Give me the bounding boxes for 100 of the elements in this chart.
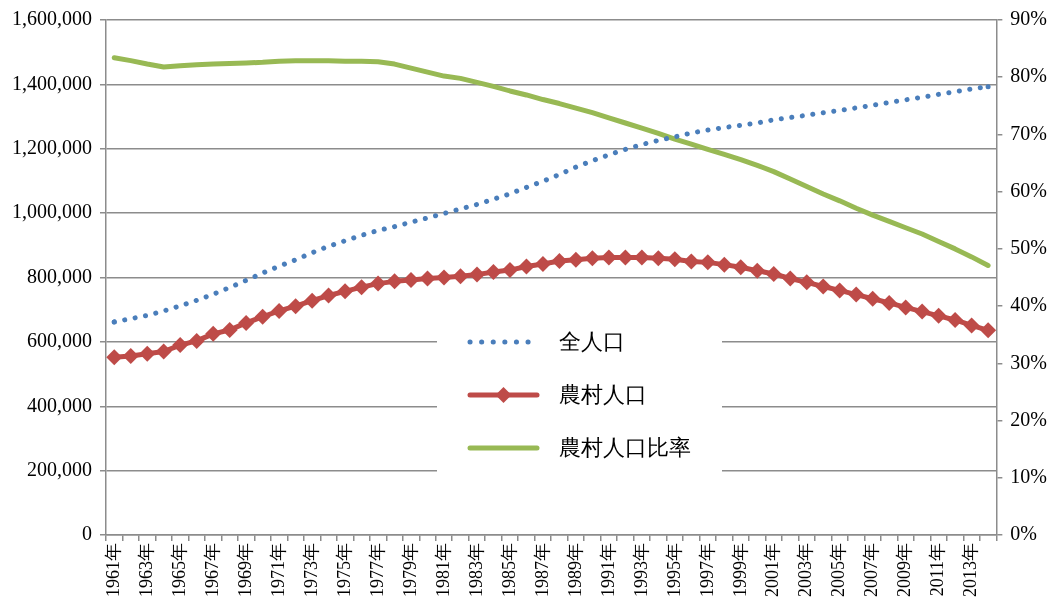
point: [551, 253, 568, 270]
y2-tick-label: 30%: [1010, 350, 1048, 373]
point: [155, 343, 172, 360]
x-tick-label: 1993年: [630, 543, 651, 597]
y2-tick-label: 20%: [1010, 407, 1048, 430]
point: [980, 322, 997, 339]
point: [386, 273, 403, 290]
point: [749, 262, 766, 279]
point: [238, 314, 255, 331]
x-tick-label: 1975年: [333, 543, 354, 597]
x-tick-label: 1961年: [102, 543, 123, 597]
point: [732, 259, 749, 276]
point: [122, 348, 139, 365]
x-tick-label: 1987年: [531, 543, 552, 597]
point: [716, 256, 733, 273]
point: [831, 282, 848, 299]
point: [287, 298, 304, 315]
x-tick-label: 1989年: [564, 543, 585, 597]
y2-tick-label: 70%: [1010, 121, 1048, 144]
point: [370, 275, 387, 292]
point: [798, 274, 815, 291]
x-tick-label: 2001年: [762, 543, 783, 597]
x-tick-label: 2007年: [861, 543, 882, 597]
x-tick-label: 1965年: [168, 543, 189, 597]
y2-tick-label: 60%: [1010, 178, 1048, 201]
point: [963, 317, 980, 334]
point: [452, 268, 469, 285]
point: [320, 287, 337, 304]
point: [584, 250, 601, 267]
point: [666, 251, 683, 268]
y-tick-label: 1,600,000: [12, 7, 92, 30]
point: [205, 325, 222, 342]
y-tick-label: 200,000: [27, 457, 92, 480]
x-tick-label: 1997年: [696, 543, 717, 597]
point: [106, 349, 123, 366]
x-tick-label: 1977年: [366, 543, 387, 597]
x-tick-label: 1999年: [729, 543, 750, 597]
point: [534, 255, 551, 272]
point: [337, 283, 354, 300]
x-tick-label: 1973年: [300, 543, 321, 597]
point: [881, 294, 898, 311]
y-tick-label: 400,000: [27, 393, 92, 416]
point: [188, 332, 205, 349]
x-tick-label: 2005年: [828, 543, 849, 597]
legend-label: 全人口: [559, 327, 625, 356]
point: [699, 254, 716, 271]
y2-tick-label: 40%: [1010, 293, 1048, 316]
y-tick-label: 1,400,000: [12, 71, 92, 94]
x-tick-label: 2003年: [795, 543, 816, 597]
x-tick-label: 1979年: [399, 543, 420, 597]
point: [765, 265, 782, 282]
y2-tick-label: 90%: [1010, 7, 1048, 30]
point: [864, 290, 881, 307]
point: [468, 266, 485, 283]
point: [403, 272, 420, 289]
point: [254, 308, 271, 325]
y2-tick-label: 0%: [1010, 522, 1038, 545]
point: [501, 262, 518, 279]
point: [172, 337, 189, 354]
x-tick-label: 1991年: [597, 543, 618, 597]
point: [848, 286, 865, 303]
point: [436, 269, 452, 286]
point: [947, 311, 964, 328]
point: [518, 258, 535, 275]
x-tick-label: 1969年: [234, 543, 255, 597]
x-tick-label: 1963年: [135, 543, 156, 597]
point: [567, 251, 584, 268]
x-tick-label: 1981年: [432, 543, 453, 597]
point: [815, 278, 832, 295]
x-tick-label: 1983年: [465, 543, 486, 597]
point: [353, 279, 370, 296]
legend-label: 農村人口比率: [559, 433, 691, 462]
x-tick-label: 1967年: [201, 543, 222, 597]
point: [600, 249, 617, 266]
y2-tick-label: 10%: [1010, 465, 1048, 488]
x-tick-label: 2011年: [927, 543, 948, 597]
x-tick-label: 2013年: [960, 543, 981, 597]
point: [271, 302, 288, 319]
x-tick-label: 2009年: [894, 543, 915, 597]
point: [897, 299, 914, 316]
x-tick-label: 1971年: [267, 543, 288, 597]
point: [650, 250, 667, 267]
y-tick-label: 1,200,000: [12, 136, 92, 158]
x-tick-label: 1995年: [663, 543, 684, 597]
y-tick-label: 1,000,000: [12, 200, 92, 223]
y2-tick-label: 50%: [1010, 236, 1048, 259]
y2-tick-label: 80%: [1010, 64, 1048, 87]
point: [485, 264, 502, 281]
point: [782, 270, 799, 287]
y-tick-label: 0: [82, 522, 92, 545]
point: [304, 292, 321, 309]
point: [419, 270, 436, 287]
point: [221, 321, 238, 338]
y-tick-label: 800,000: [27, 264, 92, 287]
point: [683, 253, 700, 270]
legend-label: 農村人口: [559, 380, 647, 409]
point: [930, 307, 947, 324]
x-tick-label: 1985年: [498, 543, 519, 597]
y-tick-label: 600,000: [27, 329, 92, 352]
point: [914, 303, 931, 320]
